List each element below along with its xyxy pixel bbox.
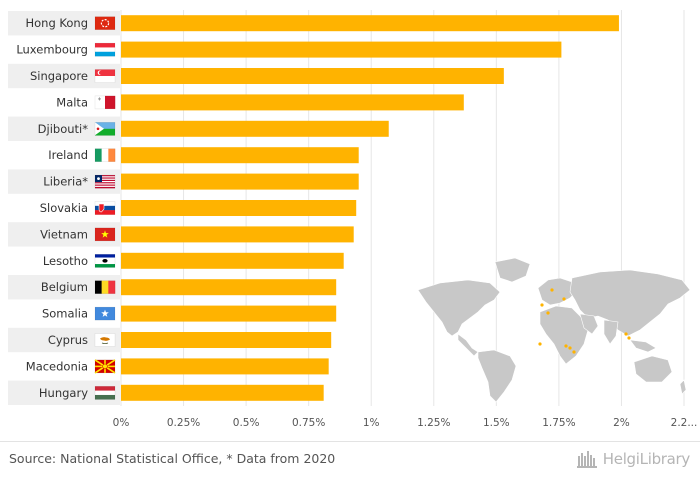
category-label: Malta xyxy=(56,95,88,109)
x-tick-label: 2% xyxy=(613,417,630,429)
category-label: Djibouti* xyxy=(38,122,89,136)
x-tick-label: 1% xyxy=(363,417,380,429)
x-tick-label: 1.25% xyxy=(417,417,450,429)
brand-name: HelgiLibrary xyxy=(602,450,691,468)
bar xyxy=(121,200,357,216)
x-tick-label: 0.5% xyxy=(233,417,260,429)
bar xyxy=(121,68,504,84)
hungary-flag xyxy=(94,386,116,400)
bar xyxy=(121,358,329,375)
belgium-flag xyxy=(94,280,116,294)
bar xyxy=(121,252,344,269)
vietnam-flag xyxy=(94,227,116,242)
hong-kong-flag xyxy=(94,16,116,30)
bar xyxy=(121,147,359,164)
category-label: Cyprus xyxy=(48,333,88,347)
bar xyxy=(121,120,389,137)
bars xyxy=(121,15,619,401)
bar xyxy=(121,384,324,401)
x-tick-label: 0.75% xyxy=(292,417,325,429)
bar-chart: Hong Kong Luxembourg Singapore Malta Djibout… xyxy=(8,10,698,429)
world-map xyxy=(417,257,691,403)
category-label: Slovakia xyxy=(40,201,88,215)
category-label: Liberia* xyxy=(43,175,88,189)
macedonia-flag xyxy=(94,359,116,374)
source-note: Source: National Statistical Office, * D… xyxy=(9,451,336,466)
category-label: Macedonia xyxy=(26,359,88,373)
category-label: Luxembourg xyxy=(16,43,88,57)
liberia-flag xyxy=(94,174,116,189)
brand-logo[interactable]: HelgiLibrary xyxy=(576,448,691,470)
x-tick-labels: 0% 0.25% 0.5% 0.75% 1% 1.25% 1.5% 1.75% 2% 2.2... xyxy=(113,417,698,429)
category-label: Lesotho xyxy=(43,254,88,268)
malta-flag xyxy=(94,95,116,110)
cyprus-flag xyxy=(94,333,116,347)
djibouti-flag xyxy=(94,122,116,136)
bar xyxy=(121,226,354,243)
bar xyxy=(121,15,619,32)
bar xyxy=(121,173,359,190)
singapore-flag xyxy=(94,69,116,83)
x-tick-label: 0% xyxy=(113,417,130,429)
category-label: Singapore xyxy=(30,69,88,83)
slovakia-flag xyxy=(94,201,116,215)
library-icon xyxy=(576,451,597,468)
bar xyxy=(121,41,562,58)
somalia-flag xyxy=(94,306,116,321)
bar xyxy=(121,94,464,111)
flags xyxy=(94,16,116,400)
x-tick-label: 0.25% xyxy=(167,417,200,429)
category-labels: Hong Kong Luxembourg Singapore Malta Djibout… xyxy=(16,16,88,400)
category-label: Hong Kong xyxy=(25,16,88,30)
ireland-flag xyxy=(94,148,116,162)
lesotho-flag xyxy=(94,254,116,268)
category-label: Hungary xyxy=(39,386,88,400)
category-label: Somalia xyxy=(42,307,88,321)
luxembourg-flag xyxy=(94,42,116,57)
bar xyxy=(121,305,337,322)
category-label: Vietnam xyxy=(40,227,88,241)
x-tick-label: 1.75% xyxy=(542,417,575,429)
x-tick-label: 2.2... xyxy=(671,417,698,429)
category-label: Belgium xyxy=(41,280,88,294)
category-label: Ireland xyxy=(48,148,88,162)
bar xyxy=(121,279,337,296)
x-tick-label: 1.5% xyxy=(483,417,510,429)
bar xyxy=(121,332,332,348)
footer-divider xyxy=(0,441,700,442)
